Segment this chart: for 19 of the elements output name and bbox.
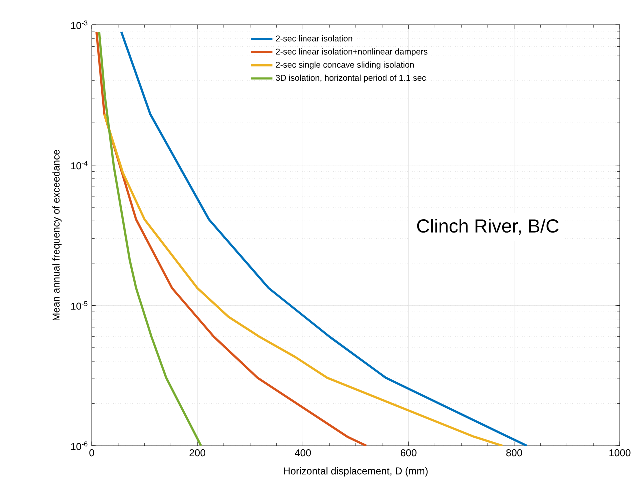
- x-tick-label: 200: [190, 450, 206, 457]
- x-axis-title: Horizontal displacement, D (mm): [284, 467, 428, 477]
- line-series: [98, 31, 202, 446]
- legend-label: 2-sec linear isolation+nonlinear dampers: [276, 48, 428, 57]
- legend-label: 2-sec linear isolation: [276, 36, 352, 42]
- y-tick-label: 10$^{-5}$: [71, 301, 88, 310]
- annotation: Clinch River, B/C: [417, 219, 559, 236]
- x-tick-label: 1000: [610, 450, 631, 457]
- y-tick-label: 10$^{-6}$: [71, 442, 88, 450]
- y-tick-label: 10$^{-3}$: [71, 20, 88, 30]
- legend-label: 2-sec single concave sliding isolation: [276, 62, 414, 70]
- x-tick-label: 0: [90, 450, 94, 457]
- x-tick-label: 800: [506, 450, 522, 457]
- y-axis-title: Mean annual frequency of exceedance: [52, 150, 62, 321]
- x-tick-label: 600: [400, 450, 417, 457]
- y-tick-label: 10$^{-4}$: [71, 161, 88, 170]
- x-tick-label: 400: [295, 450, 312, 457]
- legend-label: 3D isolation, horizontal period of 1.1 sec: [276, 74, 426, 83]
- line-series: [120, 31, 528, 446]
